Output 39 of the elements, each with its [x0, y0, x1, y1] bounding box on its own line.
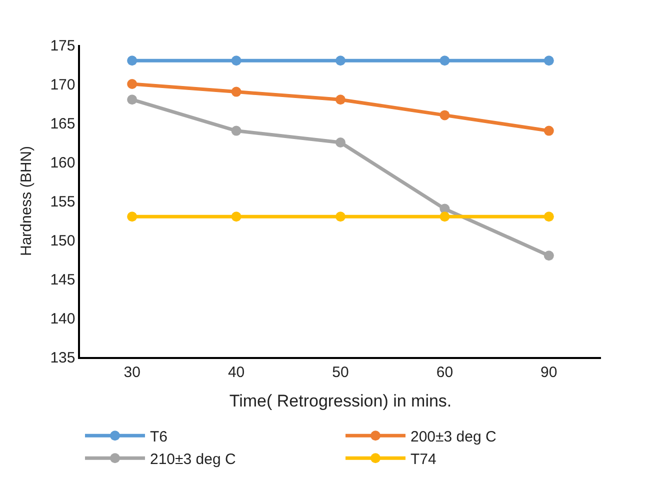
y-tick-label: 135 [50, 349, 76, 366]
legend-label: T74 [410, 451, 436, 468]
y-tick-label: 145 [50, 271, 76, 288]
point [127, 79, 138, 89]
y-tick-label: 160 [50, 154, 76, 172]
y-tick-label: 170 [50, 76, 76, 94]
y-tick-label: 165 [50, 115, 76, 132]
point [440, 110, 450, 120]
x-tick-label: 90 [540, 364, 558, 381]
point [127, 212, 138, 222]
x-axis-title: Time( Retrogression) in mins. [229, 392, 452, 411]
point [440, 212, 450, 222]
y-tick-label: 155 [50, 193, 76, 210]
point [544, 126, 554, 136]
point [544, 56, 554, 66]
x-tick-label: 60 [436, 364, 454, 381]
point [231, 86, 242, 97]
x-tick-label: 50 [332, 364, 349, 381]
point [231, 56, 242, 66]
legend-label: 200±3 deg C [410, 428, 496, 446]
point [127, 94, 138, 105]
point [544, 250, 554, 261]
point [336, 138, 346, 148]
y-tick-label: 140 [50, 310, 76, 328]
point [336, 212, 346, 222]
point [544, 212, 554, 222]
y-tick-label: 150 [50, 232, 76, 250]
y-axis-title: Hardness (BHN) [18, 146, 35, 256]
point [440, 56, 450, 66]
legend-label: T6 [150, 428, 168, 446]
point [127, 56, 138, 66]
point [336, 94, 346, 105]
x-tick-label: 30 [124, 364, 140, 381]
x-tick-label: 40 [228, 364, 245, 381]
point [336, 56, 346, 66]
point [231, 212, 242, 222]
legend-label: 210±3 deg C [150, 451, 236, 468]
point [231, 126, 242, 136]
y-tick-label: 175 [50, 37, 76, 54]
